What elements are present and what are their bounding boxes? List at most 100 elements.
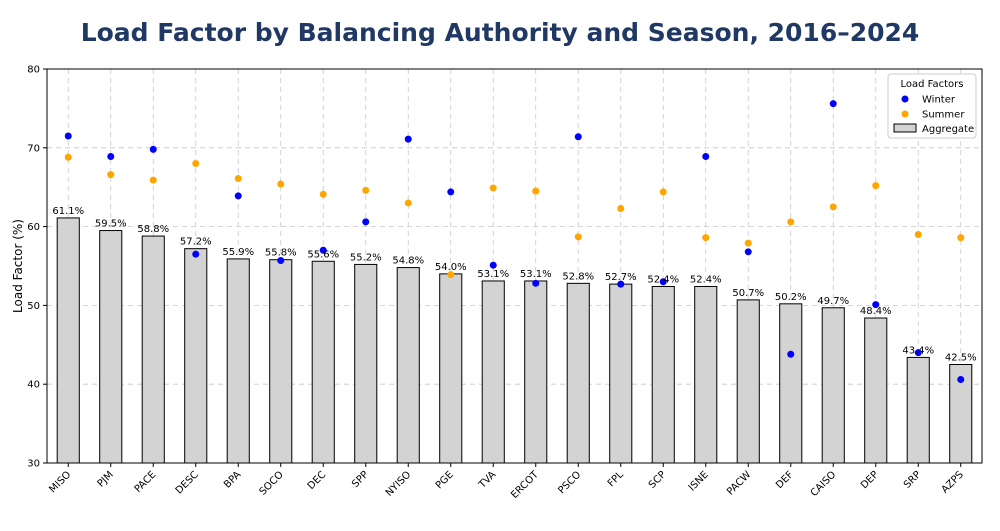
bar-miso xyxy=(56,217,80,464)
winter-point-srp xyxy=(914,349,922,357)
summer-point-dep xyxy=(872,182,880,190)
winter-point-pjm xyxy=(107,152,115,160)
legend-marker-winter xyxy=(901,95,909,103)
summer-point-fpl xyxy=(617,204,625,212)
winter-point-spp xyxy=(362,218,370,226)
bar-ercot xyxy=(524,280,548,464)
summer-point-nyiso xyxy=(404,199,412,207)
x-tick-label-dec: DEC xyxy=(306,469,329,492)
bar-label-soco: 55.8% xyxy=(265,248,297,259)
bar-label-nyiso: 54.8% xyxy=(392,256,424,267)
bar-scp xyxy=(651,285,675,464)
bar-nyiso xyxy=(396,267,420,464)
winter-point-scp xyxy=(659,278,667,286)
summer-point-caiso xyxy=(829,203,837,211)
bar-def xyxy=(779,303,803,464)
bar-label-psco: 52.8% xyxy=(562,271,594,282)
winter-point-pge xyxy=(447,188,455,196)
summer-point-psco xyxy=(574,233,582,241)
summer-point-isne xyxy=(702,234,710,242)
summer-point-pacw xyxy=(744,239,752,247)
y-tick-label: 50 xyxy=(27,301,40,312)
bar-dec xyxy=(311,260,335,464)
legend-marker-aggregate xyxy=(893,123,917,133)
x-tick-label-pjm: PJM xyxy=(96,469,116,489)
x-tick-label-bpa: BPA xyxy=(222,469,243,490)
x-tick-label-miso: MISO xyxy=(47,469,73,495)
bar-srp xyxy=(906,356,930,464)
y-axis-label: Load Factor (%) xyxy=(11,219,25,313)
winter-point-azps xyxy=(957,375,965,383)
x-tick-label-scp: SCP xyxy=(647,469,668,490)
winter-point-nyiso xyxy=(404,135,412,143)
summer-point-spp xyxy=(362,186,370,194)
x-axis: MISO PJM PACE DESC BPA SOCO DEC SPP NYISO PGE TVA E… xyxy=(47,463,966,501)
x-tick-label-def: DEF xyxy=(774,469,796,491)
bar-label-pacw: 50.7% xyxy=(732,288,764,299)
bar-label-srp: 43.4% xyxy=(902,345,934,356)
x-tick-label-nyiso: NYISO xyxy=(384,469,414,499)
summer-point-bpa xyxy=(234,175,242,183)
x-tick-label-desc: DESC xyxy=(174,469,201,496)
bar-caiso xyxy=(821,307,845,464)
y-tick-label: 80 xyxy=(27,65,40,76)
summer-point-def xyxy=(787,218,795,226)
legend-label-winter: Winter xyxy=(922,95,956,106)
bar-label-def: 50.2% xyxy=(775,292,807,303)
legend-label-aggregate: Aggregate xyxy=(922,124,974,135)
x-tick-label-srp: SRP xyxy=(902,469,923,490)
bar-pacw xyxy=(736,299,760,464)
bar-psco xyxy=(566,282,590,464)
chart-title: Load Factor by Balancing Authority and S… xyxy=(80,18,920,47)
bar-label-scp: 52.4% xyxy=(647,274,679,285)
bar-data-labels: 61.1% 59.5% 58.8% 57.2% 55.9% 55.8% 55.6% 55.2%… xyxy=(52,206,976,364)
x-tick-label-dep: DEP xyxy=(859,469,881,491)
legend-title: Load Factors xyxy=(901,79,964,90)
winter-point-dec xyxy=(319,246,327,254)
x-tick-label-caiso: CAISO xyxy=(809,469,839,499)
bar-pge xyxy=(439,273,463,464)
winter-point-isne xyxy=(702,152,710,160)
bar-tva xyxy=(481,280,505,464)
summer-point-azps xyxy=(957,234,965,242)
winter-point-ercot xyxy=(532,279,540,287)
winter-point-dep xyxy=(872,301,880,309)
x-tick-label-fpl: FPL xyxy=(606,469,626,489)
bar-pace xyxy=(141,235,165,464)
legend-label-summer: Summer xyxy=(922,110,965,121)
x-tick-label-azps: AZPS xyxy=(940,469,966,495)
x-tick-label-pace: PACE xyxy=(133,469,159,495)
summer-point-miso xyxy=(64,153,72,161)
bar-label-spp: 55.2% xyxy=(350,252,382,263)
x-tick-label-tva: TVA xyxy=(476,469,498,491)
x-tick-label-pacw: PACW xyxy=(725,469,753,497)
bar-pjm xyxy=(99,230,123,464)
summer-point-ercot xyxy=(532,187,540,195)
summer-point-desc xyxy=(192,160,200,168)
bar-label-fpl: 52.7% xyxy=(605,272,637,283)
summer-point-soco xyxy=(277,180,285,188)
x-tick-label-soco: SOCO xyxy=(258,469,286,497)
scatter-series xyxy=(64,100,965,383)
legend-marker-summer xyxy=(901,110,909,118)
bar-desc xyxy=(184,248,208,464)
bar-soco xyxy=(269,259,293,464)
y-axis: 30 40 50 60 70 80 xyxy=(27,65,47,470)
winter-point-miso xyxy=(64,132,72,140)
bar-label-ercot: 53.1% xyxy=(520,269,552,280)
bar-label-pge: 54.0% xyxy=(435,262,467,273)
winter-point-caiso xyxy=(829,100,837,108)
bar-label-azps: 42.5% xyxy=(945,353,977,364)
bar-label-tva: 53.1% xyxy=(477,269,509,280)
legend-box xyxy=(887,73,977,139)
summer-point-dec xyxy=(319,190,327,198)
summer-point-pace xyxy=(149,176,157,184)
x-tick-label-ercot: ERCOT xyxy=(509,469,541,501)
bar-label-isne: 52.4% xyxy=(690,274,722,285)
y-tick-label: 60 xyxy=(27,222,40,233)
winter-point-fpl xyxy=(617,280,625,288)
winter-point-pacw xyxy=(744,248,752,256)
y-tick-label: 40 xyxy=(27,380,40,391)
bar-label-miso: 61.1% xyxy=(52,206,84,217)
